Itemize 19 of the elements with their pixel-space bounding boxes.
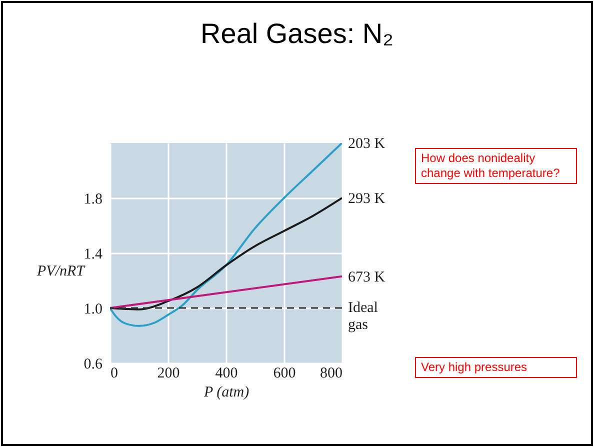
x-tick-label: 0 — [110, 366, 118, 382]
x-axis-title: P (atm) — [202, 384, 250, 400]
x-tick-label: 400 — [215, 366, 238, 382]
line-series — [110, 143, 342, 327]
y-tick-label: 1.0 — [84, 302, 102, 318]
text: How does nonideality change with temperature? — [415, 148, 577, 184]
x-tick-label: 800 — [320, 366, 342, 382]
y-axis-title: PV/nRT — [36, 264, 86, 280]
series-label: 673 K — [348, 269, 386, 286]
y-tick-label: 1.8 — [84, 192, 102, 208]
x-tick-label: 600 — [273, 366, 296, 382]
series-label: 203 K — [348, 136, 386, 152]
y-tick-label: 0.6 — [84, 356, 103, 372]
y-tick-label: 1.4 — [84, 246, 103, 262]
series-label: 293 K — [348, 191, 386, 207]
ref-line-label: Ideal gas — [348, 300, 378, 333]
text: Very high pressures — [415, 357, 577, 378]
chart-title: Real Gases: N₂ — [200, 18, 394, 50]
x-tick-label: 200 — [157, 366, 180, 382]
